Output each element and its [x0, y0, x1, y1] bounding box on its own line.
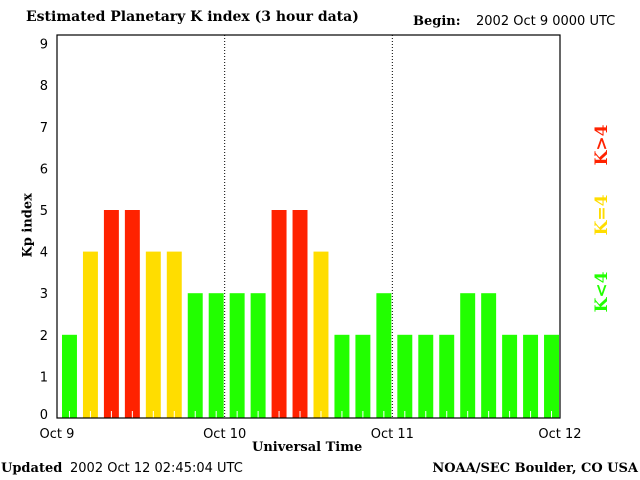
updated-label: Updated [1, 461, 63, 476]
kp-bar [187, 293, 203, 418]
y-tick-label: 8 [40, 79, 48, 94]
kp-bar [124, 210, 140, 418]
updated-value: 2002 Oct 12 02:45:04 UTC [70, 461, 243, 476]
x-tick-label: Oct 12 [538, 427, 581, 442]
kp-bar [334, 334, 350, 418]
y-tick-label: 9 [40, 38, 48, 53]
kp-bar [166, 251, 182, 418]
chart-title: Estimated Planetary K index (3 hour data… [26, 9, 359, 25]
kp-bar [208, 293, 224, 418]
legend-item: K=4 [592, 194, 612, 235]
legend-item: K<4 [592, 271, 612, 312]
x-tick-label: Oct 9 [40, 427, 75, 442]
kp-bar [271, 210, 287, 418]
kp-bar [62, 334, 77, 418]
y-tick-label: 4 [40, 246, 48, 261]
kp-bar [103, 210, 119, 418]
kp-bar [397, 334, 413, 418]
kp-bar [250, 293, 266, 418]
kp-bar [439, 334, 455, 418]
kp-bar [229, 293, 245, 418]
legend-item: K>4 [592, 124, 612, 165]
kp-bar [544, 334, 559, 418]
y-tick-label: 6 [40, 162, 48, 177]
begin-value: 2002 Oct 9 0000 UTC [476, 14, 616, 29]
kp-bar [292, 210, 308, 418]
kp-bar [145, 251, 161, 418]
kp-bar [355, 334, 371, 418]
kp-bar [502, 334, 518, 418]
kp-bar [376, 293, 392, 418]
y-tick-label: 5 [40, 204, 48, 219]
kp-bar [523, 334, 539, 418]
begin-label: Begin: [413, 14, 461, 29]
x-tick-label: Oct 10 [203, 427, 246, 442]
y-tick-label: 3 [40, 287, 48, 302]
kp-bar [313, 251, 329, 418]
x-tick-label: Oct 11 [371, 427, 414, 442]
y-tick-label: 0 [40, 408, 48, 423]
y-tick-label: 2 [40, 329, 48, 344]
kp-bar [481, 293, 497, 418]
x-axis-label: Universal Time [252, 440, 363, 455]
plot-frame [56, 34, 561, 419]
y-tick-label: 1 [40, 370, 48, 385]
kp-bar [418, 334, 434, 418]
credit: NOAA/SEC Boulder, CO USA [432, 461, 638, 476]
y-tick-label: 7 [40, 121, 48, 136]
kp-bar [82, 251, 98, 418]
y-axis-label: Kp index [20, 193, 36, 258]
kp-bar [460, 293, 476, 418]
